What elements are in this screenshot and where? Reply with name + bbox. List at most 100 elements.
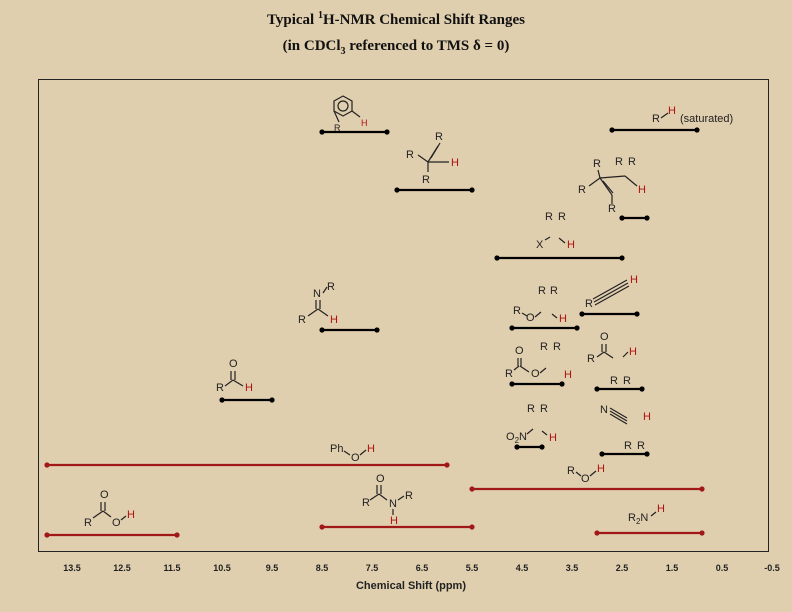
x-tick-label: 4.5	[516, 563, 529, 573]
range-endpoint	[469, 187, 475, 193]
range-endpoint	[539, 444, 545, 450]
range-endpoint	[699, 486, 705, 492]
label-r: R	[578, 184, 586, 196]
label-ph: Ph	[330, 443, 343, 455]
structure-aromatic	[333, 95, 361, 123]
x-tick-label: 3.5	[566, 563, 579, 573]
label-r: R	[538, 285, 546, 297]
range-endpoint	[469, 486, 475, 492]
label-h: H	[549, 432, 557, 444]
range-endpoint	[509, 381, 515, 387]
range-endpoint	[219, 397, 225, 403]
label-r: R	[608, 203, 616, 215]
label-o: O	[112, 517, 121, 529]
x-tick-label: 2.5	[616, 563, 629, 573]
label-r: R	[610, 375, 618, 387]
range-endpoint	[319, 327, 325, 333]
label-r: R	[624, 440, 632, 452]
label-r: R	[553, 341, 561, 353]
range-endpoint	[694, 127, 700, 133]
label-r: R	[587, 353, 595, 365]
label-r: R	[505, 368, 513, 380]
label-r: R	[637, 440, 645, 452]
range-endpoint	[444, 462, 450, 468]
x-tick-label: 7.5	[366, 563, 379, 573]
chart-subtitle: (in CDCl3 referenced to TMS δ = 0)	[282, 38, 510, 57]
label-h: H	[559, 313, 567, 325]
range-endpoint	[639, 386, 645, 392]
label-r: R	[585, 298, 593, 310]
range-endpoint	[374, 327, 380, 333]
label-o: O	[515, 345, 524, 357]
structure-vinyl	[417, 142, 449, 172]
label-h: H	[390, 515, 398, 527]
label-h: H	[330, 314, 338, 326]
label-r: R	[567, 465, 575, 477]
label-h: H	[597, 463, 605, 475]
label-h: H	[451, 157, 459, 169]
range-bars	[44, 127, 705, 538]
label-r: R	[550, 285, 558, 297]
label-r: R	[623, 375, 631, 387]
label-o: O	[600, 331, 609, 343]
x-tick-label: 13.5	[63, 563, 81, 573]
label-o: O	[229, 358, 238, 370]
label-r: R	[513, 305, 521, 317]
label-r: R	[527, 403, 535, 415]
label-nitro: O2N	[506, 431, 527, 445]
label-r: R	[558, 211, 566, 223]
range-endpoint	[574, 325, 580, 331]
range-endpoint	[174, 532, 180, 538]
label-h: H	[127, 509, 135, 521]
range-endpoint	[644, 451, 650, 457]
range-endpoint	[594, 530, 600, 536]
range-endpoint	[699, 530, 705, 536]
label-r: R	[652, 113, 660, 125]
label-saturated: (saturated)	[680, 113, 733, 125]
range-endpoint	[594, 386, 600, 392]
range-endpoint	[469, 524, 475, 530]
x-tick-label: 1.5	[666, 563, 679, 573]
label-r: R	[84, 517, 92, 529]
label-r: R	[545, 211, 553, 223]
label-h: H	[668, 105, 676, 117]
label-r: R	[615, 156, 623, 168]
label-x: X	[536, 239, 544, 251]
range-endpoint	[514, 444, 520, 450]
range-endpoint	[394, 187, 400, 193]
x-axis-ticks: 13.5 12.5 11.5 10.5 9.5 8.5 7.5 6.5 5.5 4.5 3.5 2.5…	[63, 563, 780, 573]
label-r: R	[327, 281, 335, 293]
x-tick-label: -0.5	[764, 563, 780, 573]
range-endpoint	[509, 325, 515, 331]
range-endpoint	[494, 255, 500, 261]
range-endpoint	[619, 215, 625, 221]
range-endpoint	[319, 129, 325, 135]
label-n: N	[389, 498, 397, 510]
label-h: H	[564, 369, 572, 381]
label-o: O	[581, 473, 590, 485]
label-h: H	[643, 411, 651, 423]
label-h: H	[361, 118, 368, 128]
range-endpoint	[44, 462, 50, 468]
range-endpoint	[644, 215, 650, 221]
label-r: R	[334, 123, 341, 133]
x-tick-label: 6.5	[416, 563, 429, 573]
label-h: H	[630, 274, 638, 286]
label-r: R	[216, 382, 224, 394]
x-tick-label: 8.5	[316, 563, 329, 573]
label-h: H	[657, 503, 665, 515]
x-tick-label: 5.5	[466, 563, 479, 573]
label-h: H	[367, 443, 375, 455]
label-n: N	[313, 288, 321, 300]
label-r: R	[593, 158, 601, 170]
range-endpoint	[634, 311, 640, 317]
x-axis-label: Chemical Shift (ppm)	[356, 580, 466, 592]
x-tick-label: 12.5	[113, 563, 131, 573]
label-r: R	[628, 156, 636, 168]
x-tick-label: 10.5	[213, 563, 231, 573]
range-endpoint	[319, 524, 325, 530]
label-r: R	[406, 149, 414, 161]
x-tick-label: 0.5	[716, 563, 729, 573]
label-r: R	[435, 131, 443, 143]
